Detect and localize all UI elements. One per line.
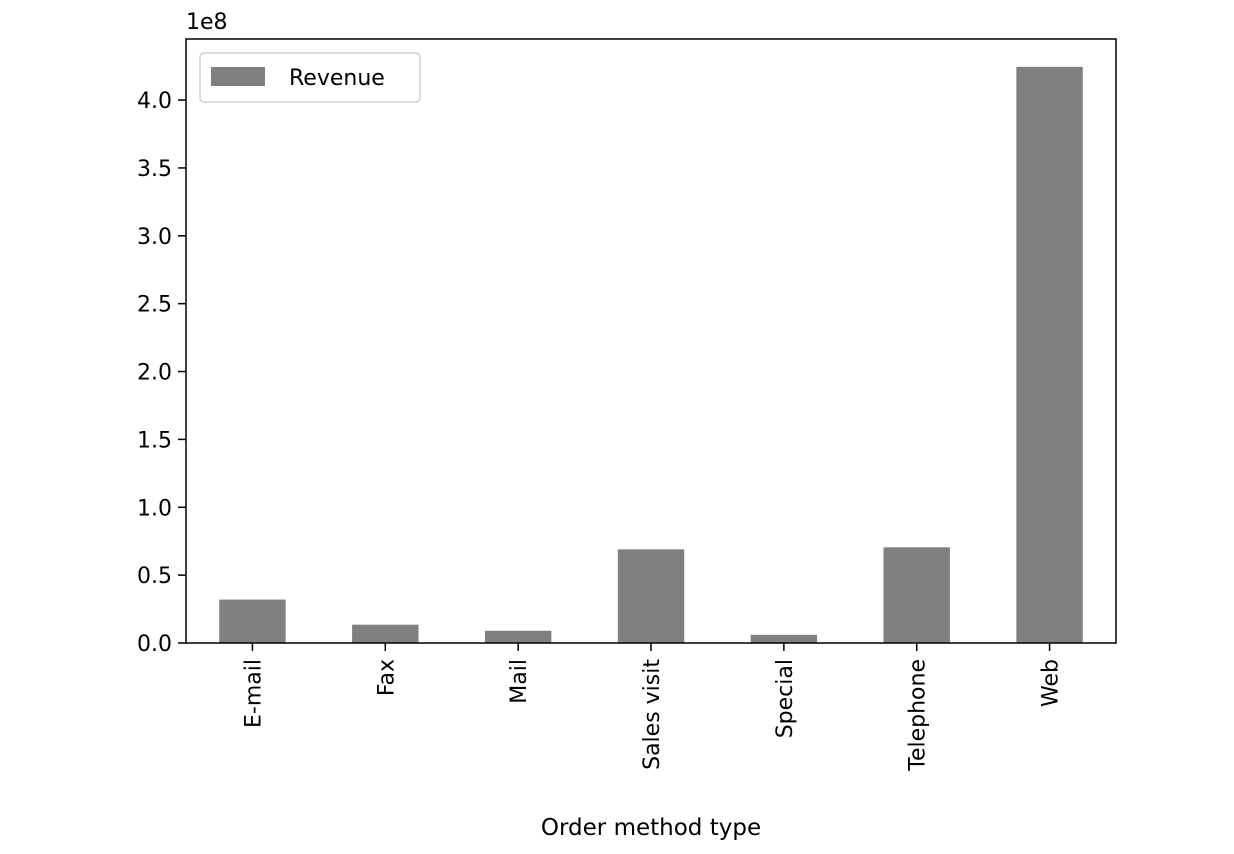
legend-frame <box>199 52 421 103</box>
bar-fax <box>352 624 419 643</box>
x-tick-label: Fax <box>374 659 399 696</box>
x-tick-label: Telephone <box>906 659 931 772</box>
legend-swatch <box>211 67 265 86</box>
y-tick-label: 0.5 <box>137 564 172 589</box>
y-tick-label: 3.0 <box>137 225 172 250</box>
bar-e-mail <box>219 599 286 643</box>
y-tick-label: 4.0 <box>137 89 172 114</box>
y-tick-label: 2.0 <box>137 361 172 386</box>
y-tick-label: 1.0 <box>137 496 172 521</box>
ticks-layer: E-mail Fax Mail Sales visit Special Telephone… <box>137 89 1064 772</box>
legend-label: Revenue <box>289 66 385 91</box>
bar-telephone <box>883 547 950 643</box>
x-axis-label: Order method type <box>541 815 761 841</box>
bars-layer <box>219 66 1083 644</box>
x-tick-label: Web <box>1039 659 1064 707</box>
x-tick-label: E-mail <box>241 659 266 728</box>
bar-web <box>1016 66 1083 644</box>
legend: Revenue <box>199 52 421 103</box>
axis-multiplier-label: 1e8 <box>186 10 228 35</box>
y-tick-label: 1.5 <box>137 428 172 453</box>
y-tick-label: 0.0 <box>137 632 172 657</box>
x-tick-label: Mail <box>507 659 532 704</box>
bar-mail <box>484 630 552 643</box>
y-tick-label: 3.5 <box>137 157 172 182</box>
x-tick-label: Special <box>773 659 798 738</box>
y-tick-label: 2.5 <box>137 293 172 318</box>
plot-frame <box>185 38 1117 644</box>
bar-sales-visit <box>617 549 685 643</box>
x-tick-label: Sales visit <box>640 659 665 770</box>
bar-special <box>750 634 818 643</box>
